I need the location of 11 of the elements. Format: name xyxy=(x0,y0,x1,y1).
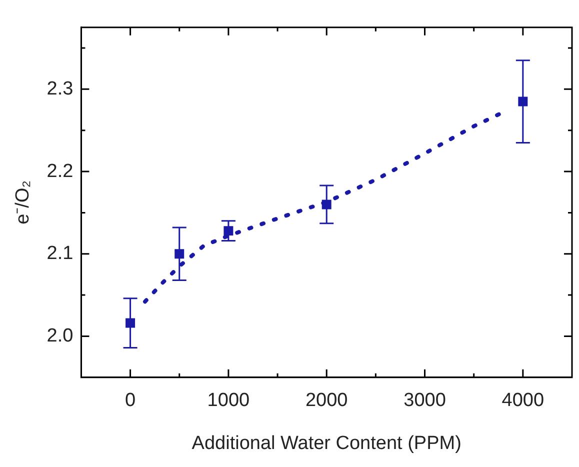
x-tick-label: 3000 xyxy=(404,390,446,412)
x-axis-title: Additional Water Content (PPM) xyxy=(192,432,462,454)
x-tick-label: 1000 xyxy=(207,390,250,412)
y-tick-label: 2.1 xyxy=(46,243,74,264)
x-tick-label: 0 xyxy=(125,390,136,412)
y-tick-label: 2.0 xyxy=(46,325,74,346)
y-axis-title: e⁻/O₂ xyxy=(12,180,34,224)
x-tick-label: 2000 xyxy=(305,390,348,412)
y-tick-label: 2.2 xyxy=(46,160,74,182)
x-tick-label: 4000 xyxy=(502,390,544,412)
y-tick-label: 2.3 xyxy=(46,78,74,100)
